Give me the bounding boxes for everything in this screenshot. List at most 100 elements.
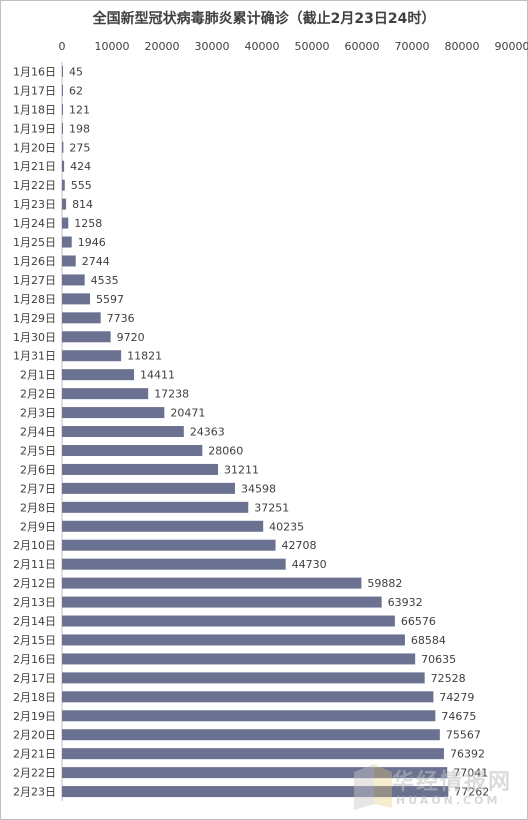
category-label: 2月3日 <box>20 407 56 420</box>
bar <box>62 615 395 627</box>
bar <box>62 217 69 229</box>
category-label: 2月11日 <box>13 558 56 571</box>
bar <box>62 672 425 684</box>
category-label: 2月22日 <box>13 767 56 780</box>
data-label: 74675 <box>441 710 476 723</box>
category-label: 2月17日 <box>13 672 56 685</box>
category-label: 2月10日 <box>13 539 56 552</box>
data-label: 7736 <box>107 312 135 325</box>
x-tick-label: 30000 <box>195 40 230 53</box>
category-label: 2月5日 <box>20 444 56 457</box>
bar <box>62 255 76 267</box>
data-label: 121 <box>69 103 90 116</box>
data-label: 76392 <box>450 748 485 761</box>
bar <box>62 312 101 324</box>
data-label: 62 <box>69 84 83 97</box>
data-label: 74279 <box>439 691 474 704</box>
data-label: 17238 <box>154 388 189 401</box>
data-label: 72528 <box>431 672 466 685</box>
data-label: 44730 <box>292 558 327 571</box>
bar <box>62 426 184 438</box>
bar <box>62 577 362 589</box>
data-label: 424 <box>70 160 91 173</box>
bar <box>62 710 436 722</box>
data-label: 59882 <box>367 577 402 590</box>
category-label: 1月23日 <box>13 198 56 211</box>
bar <box>62 653 416 665</box>
bar <box>62 691 434 703</box>
bar <box>62 160 65 172</box>
data-label: 198 <box>69 122 90 135</box>
data-label: 4535 <box>91 274 119 287</box>
watermark-url: HUAON.COM <box>396 794 501 807</box>
category-label: 1月28日 <box>13 293 56 306</box>
data-labels: 45 62 121 198 275 424 555 814 1258 1946 2744 4535 55… <box>69 65 489 798</box>
data-label: 5597 <box>96 293 124 306</box>
x-tick-label: 50000 <box>295 40 330 53</box>
data-label: 37251 <box>254 501 289 514</box>
bar <box>62 767 448 779</box>
x-axis-ticks: 0 10000 20000 30000 40000 50000 60000 70000 8000… <box>59 40 528 53</box>
x-tick-label: 10000 <box>95 40 130 53</box>
bar <box>62 634 405 646</box>
category-label: 1月22日 <box>13 179 56 192</box>
bar <box>62 444 203 456</box>
bar <box>62 501 249 513</box>
x-tick-label: 40000 <box>245 40 280 53</box>
bar <box>62 84 63 96</box>
bar <box>62 293 90 305</box>
category-label: 1月24日 <box>13 217 56 230</box>
category-label: 1月30日 <box>13 331 56 344</box>
category-label: 2月14日 <box>13 615 56 628</box>
bar <box>62 520 264 532</box>
bar <box>62 463 219 475</box>
x-tick-label: 90000 <box>495 40 528 53</box>
data-label: 40235 <box>269 520 304 533</box>
data-label: 68584 <box>411 634 446 647</box>
category-label: 2月4日 <box>20 426 56 439</box>
data-label: 11821 <box>127 350 162 363</box>
watermark: 华经情报网 HUAON.COM <box>352 762 524 816</box>
data-label: 9720 <box>117 331 145 344</box>
category-label: 2月9日 <box>20 520 56 533</box>
x-tick-label: 80000 <box>445 40 480 53</box>
bar <box>62 539 276 551</box>
category-label: 1月18日 <box>13 103 56 116</box>
category-label: 2月16日 <box>13 653 56 666</box>
x-tick-label: 20000 <box>145 40 180 53</box>
category-label: 2月13日 <box>13 596 56 609</box>
bar <box>62 482 235 494</box>
bars <box>62 65 449 798</box>
bar <box>62 388 149 400</box>
data-label: 24363 <box>190 426 225 439</box>
category-label: 2月23日 <box>13 786 56 799</box>
data-label: 1258 <box>74 217 102 230</box>
data-label: 42708 <box>282 539 317 552</box>
category-label: 2月2日 <box>20 388 56 401</box>
data-label: 20471 <box>170 407 205 420</box>
bar <box>62 331 111 343</box>
category-label: 1月31日 <box>13 350 56 363</box>
bar <box>62 558 286 570</box>
bar <box>62 274 85 286</box>
category-label: 2月20日 <box>13 729 56 742</box>
data-label: 75567 <box>446 729 481 742</box>
bar <box>62 596 382 608</box>
bar <box>62 179 65 191</box>
category-label: 2月1日 <box>20 369 56 382</box>
category-label: 1月27日 <box>13 274 56 287</box>
huaon-logo-icon <box>354 764 392 810</box>
bar <box>62 729 440 741</box>
category-label: 2月18日 <box>13 691 56 704</box>
bar <box>62 786 449 798</box>
category-labels: 1月16日 1月17日 1月18日 1月19日 1月20日 1月21日 1月22日 1月23日… <box>13 65 56 798</box>
data-label: 1946 <box>78 236 106 249</box>
x-tick-label: 70000 <box>395 40 430 53</box>
bar <box>62 141 64 153</box>
x-tick-label: 0 <box>59 40 66 53</box>
category-label: 2月21日 <box>13 748 56 761</box>
bar <box>62 748 444 760</box>
data-label: 63932 <box>388 596 423 609</box>
category-label: 2月19日 <box>13 710 56 723</box>
